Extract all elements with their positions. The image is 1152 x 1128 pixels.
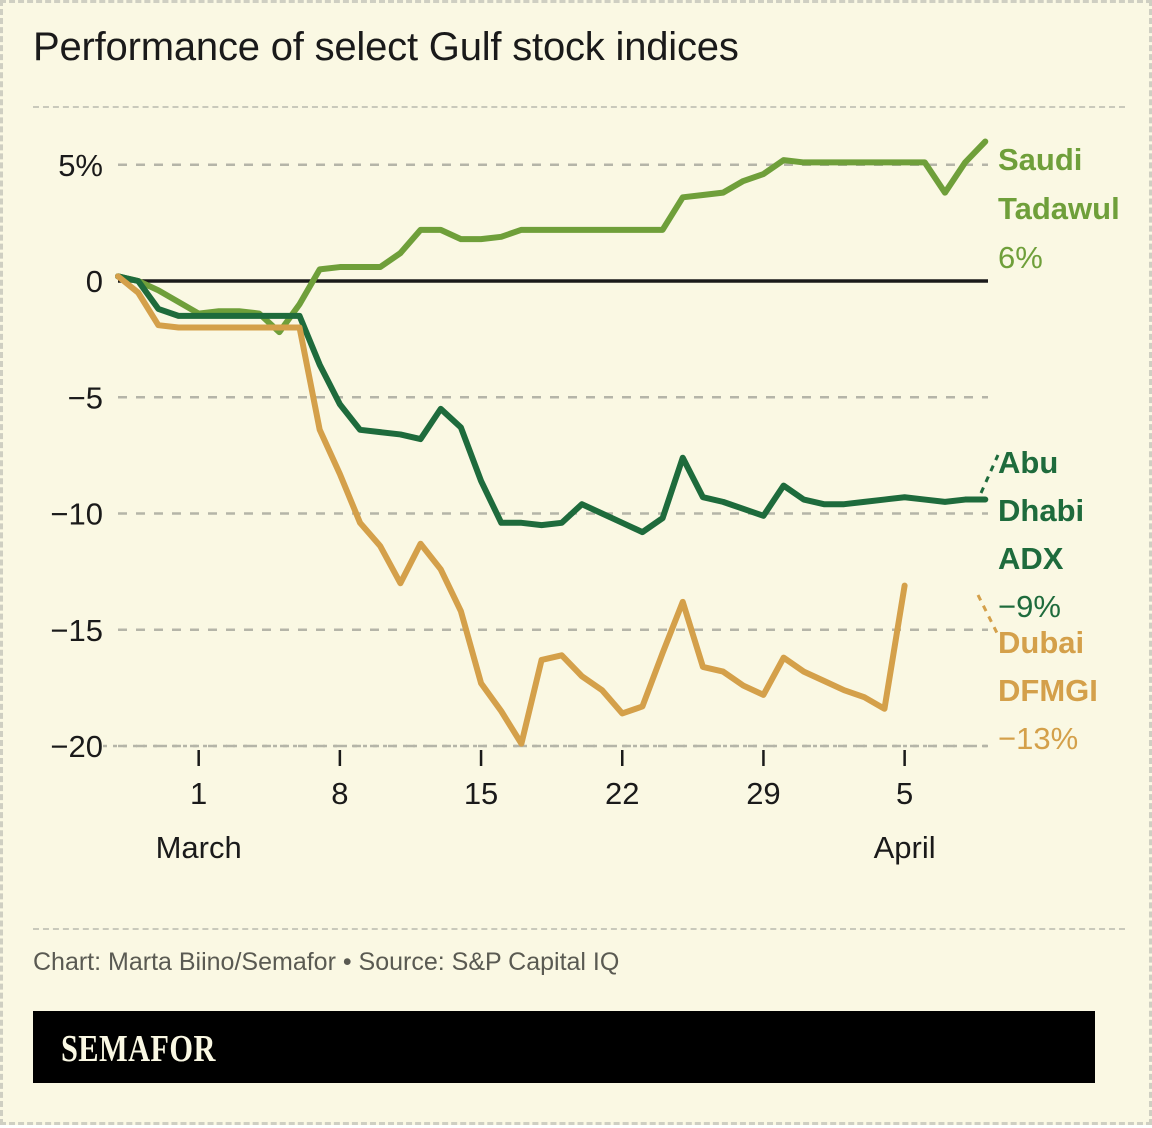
y-axis-tick-label: 5% [58, 148, 103, 183]
page-title: Performance of select Gulf stock indices [33, 25, 739, 69]
series-label-dubai: DFMGI [998, 673, 1098, 708]
semafor-logo-bar: SEMAFOR [33, 1011, 1095, 1083]
series-label-abu-dhabi: ADX [998, 541, 1064, 576]
divider-top [33, 106, 1125, 108]
x-axis-tick-label: 15 [464, 776, 498, 811]
series-end-value-saudi: 6% [998, 240, 1043, 275]
semafor-wordmark: SEMAFOR [61, 1028, 216, 1070]
y-axis-tick-label: −15 [50, 613, 103, 648]
series-label-abu-dhabi: Abu [998, 445, 1058, 480]
x-axis-tick-label: 1 [190, 776, 207, 811]
divider-bottom [33, 928, 1125, 930]
series-label-saudi: Saudi [998, 142, 1082, 177]
x-axis-month-label: April [874, 830, 936, 865]
x-axis-tick-label: 29 [746, 776, 780, 811]
label-leader-line [979, 454, 1000, 494]
y-axis-tick-label: −20 [50, 729, 103, 764]
series-label-saudi: Tadawul [998, 191, 1120, 226]
y-axis-tick-label: −5 [68, 380, 103, 415]
x-axis-month-label: March [156, 830, 242, 865]
y-axis-tick-label: 0 [86, 264, 103, 299]
series-line-saudi [115, 138, 989, 336]
series-line-dubai [115, 273, 908, 747]
x-axis-tick-label: 22 [605, 776, 639, 811]
chart-credit: Chart: Marta Biino/Semafor • Source: S&P… [33, 948, 620, 976]
series-line-abu-dhabi [115, 273, 989, 536]
x-axis-tick-label: 8 [331, 776, 348, 811]
x-axis-tick-label: 5 [896, 776, 913, 811]
series-label-dubai: Dubai [998, 625, 1084, 660]
y-axis-tick-label: −10 [50, 497, 103, 532]
series-end-value-abu-dhabi: −9% [998, 589, 1061, 624]
label-leader-line [976, 594, 1000, 636]
series-label-abu-dhabi: Dhabi [998, 493, 1084, 528]
series-end-value-dubai: −13% [998, 721, 1078, 756]
